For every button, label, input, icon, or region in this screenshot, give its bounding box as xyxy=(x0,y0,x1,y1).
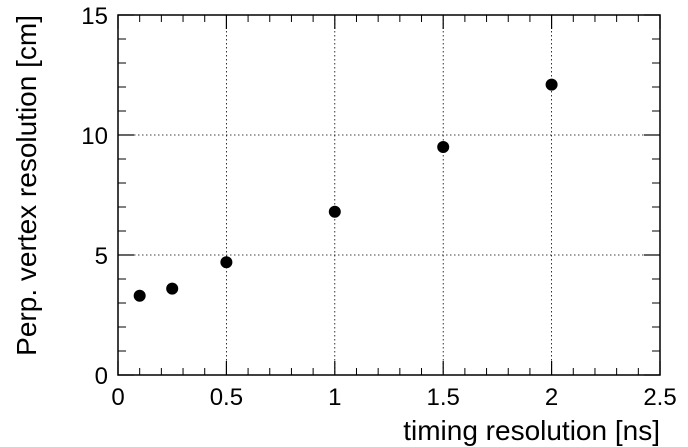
axis-ticks xyxy=(117,14,661,376)
y-axis-label: Perp. vertex resolution [cm] xyxy=(11,15,42,356)
x-tick-label: 2.5 xyxy=(643,384,676,411)
x-tick-label: 2 xyxy=(545,384,558,411)
x-tick-label: 0.5 xyxy=(210,384,243,411)
plot-frame xyxy=(117,14,661,376)
x-axis-label: timing resolution [ns] xyxy=(403,415,660,446)
tick-labels: 0 0.5 1 1.5 2 2.5 0 5 10 15 xyxy=(81,3,676,411)
grid xyxy=(118,15,660,375)
data-point xyxy=(437,141,450,153)
y-tick-label: 15 xyxy=(81,3,108,30)
data-point xyxy=(166,282,179,295)
data-point xyxy=(328,205,341,218)
data-point xyxy=(133,289,146,302)
data-points xyxy=(133,78,558,302)
y-tick-label: 5 xyxy=(95,243,108,270)
y-tick-label: 0 xyxy=(95,363,108,390)
data-point xyxy=(545,78,558,91)
x-tick-label: 0 xyxy=(111,384,124,411)
x-tick-label: 1.5 xyxy=(427,384,460,411)
data-point xyxy=(220,256,233,269)
y-tick-label: 10 xyxy=(81,123,108,150)
x-tick-label: 1 xyxy=(328,384,341,411)
